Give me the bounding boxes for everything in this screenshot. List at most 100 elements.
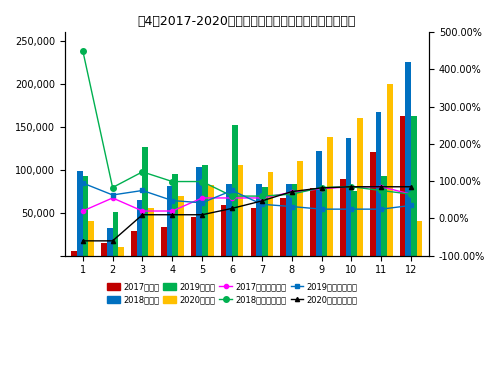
Bar xyxy=(107,228,112,256)
Bar xyxy=(262,187,268,256)
2018年同比增长率 xyxy=(408,192,414,196)
2017年同比增长率 xyxy=(199,196,205,200)
Bar xyxy=(131,231,137,256)
2020年同比增长率 xyxy=(110,239,116,243)
Bar xyxy=(417,221,422,256)
2019年同比增长率 xyxy=(378,207,384,211)
2017年同比增长率 xyxy=(288,190,294,195)
Bar xyxy=(202,165,208,256)
Bar xyxy=(142,147,148,256)
2019年同比增长率 xyxy=(110,193,116,197)
Bar xyxy=(137,200,142,256)
Bar xyxy=(406,62,411,256)
Bar xyxy=(357,118,363,256)
Bar xyxy=(196,167,202,256)
Bar xyxy=(250,208,256,256)
Line: 2019年同比增长率: 2019年同比增长率 xyxy=(80,181,413,211)
Bar xyxy=(172,174,178,256)
Bar xyxy=(77,171,83,256)
Bar xyxy=(161,228,166,256)
2017年同比增长率 xyxy=(140,209,145,213)
2019年同比增长率 xyxy=(229,188,235,193)
Bar xyxy=(268,172,273,256)
2020年同比增长率 xyxy=(318,186,324,190)
Bar xyxy=(292,184,298,256)
Bar xyxy=(280,198,286,256)
Bar xyxy=(346,138,352,256)
2020年同比增长率 xyxy=(378,185,384,189)
2018年同比增长率 xyxy=(140,169,145,174)
2017年同比增长率 xyxy=(259,196,265,200)
2017年同比增长率 xyxy=(110,196,116,200)
2020年同比增长率 xyxy=(80,239,86,243)
2020年同比增长率 xyxy=(259,199,265,203)
Bar xyxy=(310,188,316,256)
2018年同比增长率 xyxy=(80,48,86,53)
2019年同比增长率 xyxy=(288,204,294,209)
2020年同比增长率 xyxy=(288,189,294,194)
2019年同比增长率 xyxy=(348,207,354,211)
Bar xyxy=(83,176,88,256)
2018年同比增长率 xyxy=(199,179,205,184)
Bar xyxy=(178,195,184,256)
Bar xyxy=(411,116,417,256)
2018年同比增长率 xyxy=(259,194,265,198)
Bar xyxy=(376,112,382,256)
2017年同比增长率 xyxy=(408,192,414,196)
Bar xyxy=(298,161,303,256)
2019年同比增长率 xyxy=(140,188,145,193)
2019年同比增长率 xyxy=(80,181,86,185)
Bar xyxy=(208,185,214,256)
Bar xyxy=(166,186,172,256)
2017年同比增长率 xyxy=(170,209,175,213)
2018年同比增长率 xyxy=(110,185,116,190)
Bar xyxy=(316,151,322,256)
Bar xyxy=(72,252,77,256)
Bar xyxy=(226,184,232,256)
2017年同比增长率 xyxy=(378,185,384,189)
2020年同比增长率 xyxy=(170,212,175,217)
Bar xyxy=(400,116,406,256)
2020年同比增长率 xyxy=(348,185,354,189)
Bar xyxy=(256,184,262,256)
2018年同比增长率 xyxy=(229,194,235,198)
2019年同比增长率 xyxy=(318,207,324,211)
2019年同比增长率 xyxy=(199,201,205,205)
2018年同比增长率 xyxy=(288,192,294,196)
2017年同比增长率 xyxy=(229,196,235,200)
Bar xyxy=(148,208,154,256)
Title: 图4：2017-2020年月度新能源汽车销量及同比变化情况: 图4：2017-2020年月度新能源汽车销量及同比变化情况 xyxy=(138,15,356,28)
2020年同比增长率 xyxy=(199,212,205,217)
Bar xyxy=(322,187,327,256)
Bar xyxy=(286,184,292,256)
Bar xyxy=(370,152,376,256)
2017年同比增长率 xyxy=(80,209,86,213)
Legend: 2017年销量, 2018年销量, 2019年销量, 2020年销量, 2017年同比增长率, 2018年同比增长率, 2019年同比增长率, 2020年同比增: 2017年销量, 2018年销量, 2019年销量, 2020年销量, 2017… xyxy=(108,282,358,305)
2018年同比增长率 xyxy=(348,185,354,189)
2019年同比增长率 xyxy=(408,203,414,208)
2020年同比增长率 xyxy=(140,212,145,217)
Bar xyxy=(327,137,333,256)
Bar xyxy=(220,205,226,256)
2017年同比增长率 xyxy=(348,185,354,189)
Bar xyxy=(232,125,237,256)
Bar xyxy=(238,165,244,256)
2018年同比增长率 xyxy=(170,179,175,184)
Bar xyxy=(191,217,196,256)
2018年同比增长率 xyxy=(378,188,384,193)
2019年同比增长率 xyxy=(170,198,175,203)
Line: 2018年同比增长率: 2018年同比增长率 xyxy=(80,48,414,199)
Bar xyxy=(387,84,392,256)
Bar xyxy=(340,179,345,256)
2019年同比增长率 xyxy=(259,202,265,206)
Bar xyxy=(118,247,124,256)
Bar xyxy=(382,176,387,256)
Bar xyxy=(102,243,107,256)
Bar xyxy=(88,221,94,256)
Line: 2017年同比增长率: 2017年同比增长率 xyxy=(80,185,413,213)
Bar xyxy=(112,212,118,256)
Bar xyxy=(352,191,357,256)
2018年同比增长率 xyxy=(318,185,324,190)
2017年同比增长率 xyxy=(318,186,324,191)
2020年同比增长率 xyxy=(408,185,414,189)
